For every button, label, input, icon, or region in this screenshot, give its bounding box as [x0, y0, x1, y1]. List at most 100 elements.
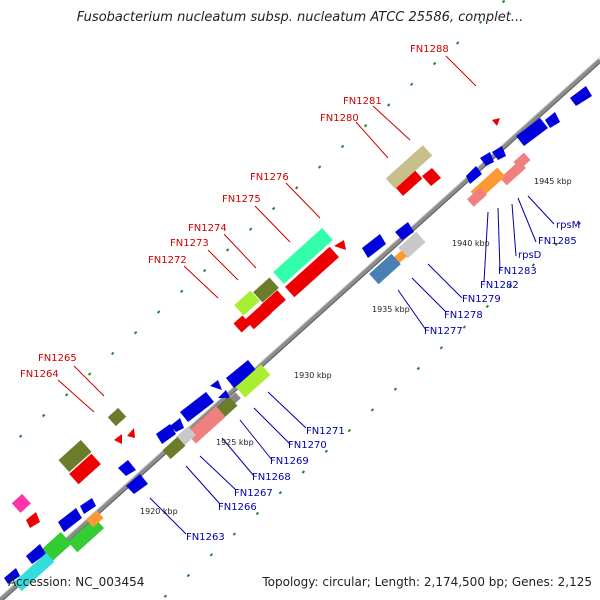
- gene-fn1265-red[interactable]: [114, 434, 122, 444]
- gene-fn1272-red2[interactable]: [233, 315, 251, 333]
- label-fn1274[interactable]: FN1274: [188, 223, 227, 234]
- label-fn1285[interactable]: FN1285: [538, 236, 577, 247]
- gene-fn1282-salmon[interactable]: [466, 187, 488, 207]
- label-fn1280[interactable]: FN1280: [320, 113, 359, 124]
- gene-fn1268[interactable]: [180, 392, 214, 422]
- label-fn1267[interactable]: FN1267: [234, 488, 273, 499]
- guide-dot: [393, 387, 398, 391]
- gene-fn1265-olive[interactable]: [107, 407, 127, 427]
- label-fn1269[interactable]: FN1269: [270, 456, 309, 467]
- label-fn1275[interactable]: FN1275: [222, 194, 261, 205]
- gene-red-small[interactable]: [26, 512, 40, 528]
- gene-fn1270[interactable]: [210, 380, 222, 390]
- gene-fn1263[interactable]: [118, 460, 136, 476]
- gene-fn1285[interactable]: [492, 146, 506, 160]
- tick-label: 1920 kbp: [140, 507, 178, 516]
- gene-blue-top1[interactable]: [570, 86, 592, 106]
- accession-text: Accession: NC_003454: [8, 575, 145, 589]
- label-fn1263[interactable]: FN1263: [186, 532, 225, 543]
- label-fn1283[interactable]: FN1283: [498, 266, 537, 277]
- label-fn1265[interactable]: FN1265: [38, 353, 77, 364]
- gene-fn1280[interactable]: [394, 168, 423, 196]
- label-fn1278[interactable]: FN1278: [444, 310, 483, 321]
- gene-fn1279b[interactable]: [395, 222, 414, 240]
- guide-dot: [156, 310, 161, 314]
- gene-orange-left[interactable]: [86, 510, 104, 528]
- guide-dot: [501, 0, 506, 4]
- guide-dot: [386, 103, 391, 107]
- gene-rpsd[interactable]: [466, 166, 482, 184]
- gene-fn1264-olive[interactable]: [58, 440, 92, 472]
- gene-fn1272-lime[interactable]: [234, 290, 260, 316]
- gene-blue-left4[interactable]: [4, 568, 20, 584]
- gene-blue-left2[interactable]: [80, 498, 96, 514]
- guide-dot: [271, 206, 276, 211]
- label-fn1276[interactable]: FN1276: [250, 172, 289, 183]
- gene-fn1279-grey[interactable]: [398, 231, 426, 259]
- guide-dot: [508, 283, 513, 288]
- gene-fn1281[interactable]: [422, 168, 441, 186]
- gene-blue-left1[interactable]: [58, 508, 82, 532]
- guide-dot: [278, 490, 283, 495]
- gene-blue-left3[interactable]: [26, 544, 46, 564]
- gene-fn1272-red[interactable]: [245, 303, 272, 330]
- guide-dot: [110, 351, 115, 356]
- guide-dot: [478, 20, 483, 24]
- gene-fn1271[interactable]: [226, 360, 256, 388]
- gene-fn1264-red2[interactable]: [69, 453, 101, 485]
- guide-dot: [209, 553, 214, 557]
- gene-blue-top3[interactable]: [545, 112, 560, 128]
- gene-fn1288[interactable]: [492, 118, 500, 126]
- gene-fn1277-steel[interactable]: [369, 253, 401, 285]
- guide-dot: [324, 449, 329, 454]
- gene-fn1280-khaki[interactable]: [385, 145, 433, 189]
- gene-cyan-left[interactable]: [13, 552, 55, 592]
- label-fn1288[interactable]: FN1288: [410, 44, 449, 55]
- label-fn1277[interactable]: FN1277: [424, 326, 463, 337]
- label-rpsd[interactable]: rpsD: [518, 250, 542, 261]
- gene-fn1279[interactable]: [362, 234, 386, 258]
- guide-dot: [439, 346, 444, 350]
- gene-fn1276-tip[interactable]: [334, 240, 346, 250]
- gene-fn1276-aqua[interactable]: [273, 227, 333, 285]
- label-fn1272[interactable]: FN1272: [148, 255, 187, 266]
- label-fn1281[interactable]: FN1281: [343, 96, 382, 107]
- gene-green-big[interactable]: [67, 517, 105, 553]
- gene-fn1271-lime[interactable]: [235, 364, 271, 398]
- label-fn1264[interactable]: FN1264: [20, 369, 59, 380]
- gene-blue-top2[interactable]: [516, 118, 548, 146]
- gene-rpsm[interactable]: [480, 152, 494, 166]
- gene-fn1275-red[interactable]: [285, 246, 339, 298]
- guide-dot: [485, 304, 490, 309]
- label-fn1271[interactable]: FN1271: [306, 426, 345, 437]
- tick-label: 1940 kbp: [452, 239, 490, 248]
- label-fn1268[interactable]: FN1268: [252, 472, 291, 483]
- label-fn1270[interactable]: FN1270: [288, 440, 327, 451]
- guide-dot: [347, 428, 352, 433]
- label-fn1279[interactable]: FN1279: [462, 294, 501, 305]
- tick-label: 1930 kbp: [294, 371, 332, 380]
- guide-dot: [186, 573, 191, 578]
- gene-fn1267[interactable]: [156, 424, 176, 444]
- guide-dot: [301, 470, 306, 474]
- gene-fn1268-salmon[interactable]: [186, 406, 226, 444]
- gene-magenta[interactable]: [11, 493, 31, 513]
- guide-dot: [577, 221, 582, 226]
- tick-label: 1935 kbp: [372, 305, 410, 314]
- guide-dot: [416, 366, 421, 371]
- gene-fn1274-olive[interactable]: [253, 277, 279, 303]
- gene-fn1263b[interactable]: [126, 474, 148, 494]
- label-fn1282[interactable]: FN1282: [480, 280, 519, 291]
- gene-fn1267b[interactable]: [170, 418, 184, 432]
- gene-rpsm-salmon[interactable]: [513, 152, 531, 170]
- guide-dot: [87, 372, 92, 376]
- gene-fn1270b[interactable]: [218, 390, 230, 398]
- label-fn1273[interactable]: FN1273: [170, 238, 209, 249]
- label-rpsm[interactable]: rpsM: [556, 220, 580, 231]
- guide-dot: [255, 511, 260, 516]
- label-fn1266[interactable]: FN1266: [218, 502, 257, 513]
- gene-fn1266-olive[interactable]: [162, 436, 186, 460]
- gene-fn1264-red[interactable]: [127, 428, 135, 438]
- genome-summary-text: Topology: circular; Length: 2,174,500 bp…: [262, 575, 592, 589]
